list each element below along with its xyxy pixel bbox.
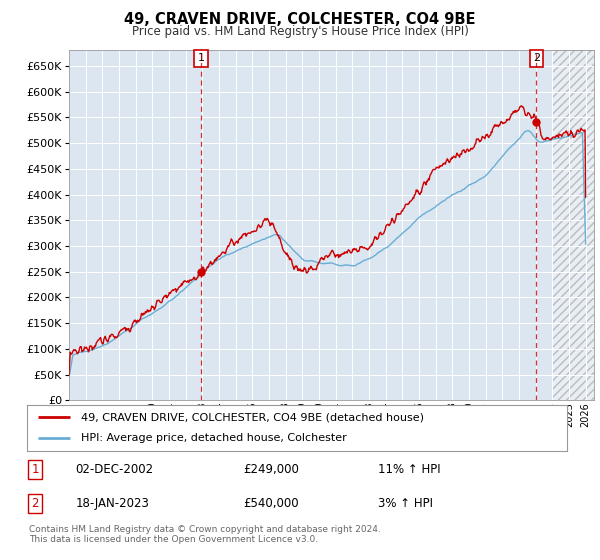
Text: 1: 1	[197, 53, 205, 63]
Text: 18-JAN-2023: 18-JAN-2023	[76, 497, 149, 510]
Text: 2: 2	[533, 53, 540, 63]
Text: 3% ↑ HPI: 3% ↑ HPI	[378, 497, 433, 510]
Text: 49, CRAVEN DRIVE, COLCHESTER, CO4 9BE: 49, CRAVEN DRIVE, COLCHESTER, CO4 9BE	[124, 12, 476, 27]
Text: Contains HM Land Registry data © Crown copyright and database right 2024.
This d: Contains HM Land Registry data © Crown c…	[29, 525, 380, 544]
Text: 49, CRAVEN DRIVE, COLCHESTER, CO4 9BE (detached house): 49, CRAVEN DRIVE, COLCHESTER, CO4 9BE (d…	[81, 412, 424, 422]
Text: HPI: Average price, detached house, Colchester: HPI: Average price, detached house, Colc…	[81, 433, 347, 444]
Text: 02-DEC-2002: 02-DEC-2002	[76, 463, 154, 476]
Text: 2: 2	[31, 497, 39, 510]
Bar	[553, 50, 594, 400]
Text: 11% ↑ HPI: 11% ↑ HPI	[378, 463, 440, 476]
Text: £249,000: £249,000	[243, 463, 299, 476]
Text: £540,000: £540,000	[243, 497, 299, 510]
Text: Price paid vs. HM Land Registry's House Price Index (HPI): Price paid vs. HM Land Registry's House …	[131, 25, 469, 38]
Bar	[553, 50, 594, 400]
Text: 1: 1	[31, 463, 39, 476]
